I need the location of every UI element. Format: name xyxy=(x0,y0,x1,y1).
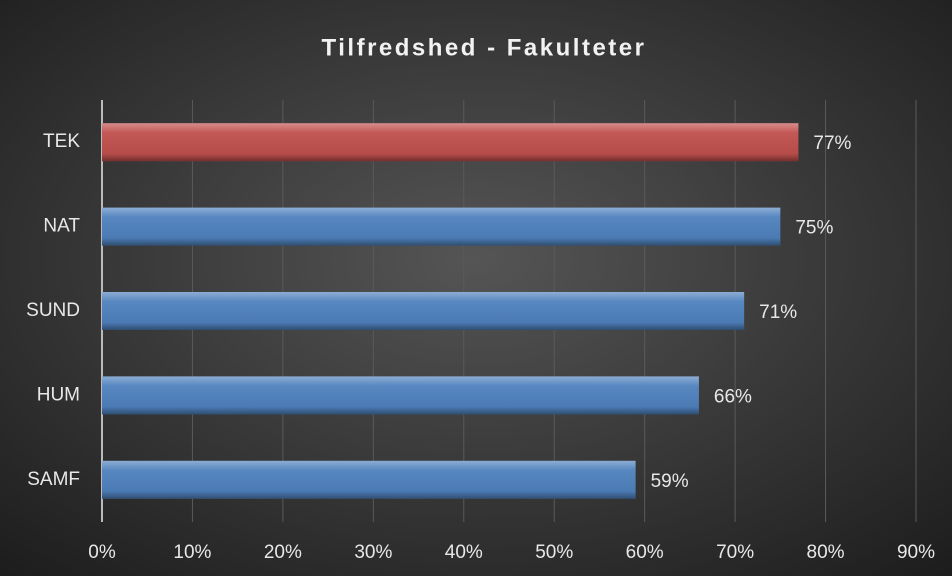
x-tick-label: 30% xyxy=(354,542,392,563)
y-tick-label: NAT xyxy=(43,216,80,237)
value-label: 66% xyxy=(714,386,752,407)
x-tick-label: 70% xyxy=(716,542,754,563)
value-label: 71% xyxy=(759,302,797,323)
x-tick-label: 40% xyxy=(445,542,483,563)
y-tick-label: SUND xyxy=(26,300,80,321)
bar-shading xyxy=(102,123,799,162)
value-label: 77% xyxy=(813,133,851,154)
x-tick-label: 10% xyxy=(173,542,211,563)
bar-shading xyxy=(102,376,699,415)
x-tick-label: 0% xyxy=(88,542,116,563)
value-label: 75% xyxy=(795,218,833,239)
y-tick-label: HUM xyxy=(37,384,80,405)
value-label: 59% xyxy=(651,471,689,492)
x-tick-label: 20% xyxy=(264,542,302,563)
bar-shading xyxy=(102,460,636,499)
x-tick-label: 60% xyxy=(626,542,664,563)
x-tick-label: 90% xyxy=(897,542,935,563)
bar-shading xyxy=(102,292,745,330)
x-tick-label: 80% xyxy=(807,542,845,563)
y-tick-label: SAMF xyxy=(27,469,80,490)
y-tick-label: TEK xyxy=(43,131,80,152)
chart-title: Tilfredshed - Fakulteter xyxy=(322,34,647,61)
x-tick-label: 50% xyxy=(535,542,573,563)
bar-shading xyxy=(102,207,781,246)
